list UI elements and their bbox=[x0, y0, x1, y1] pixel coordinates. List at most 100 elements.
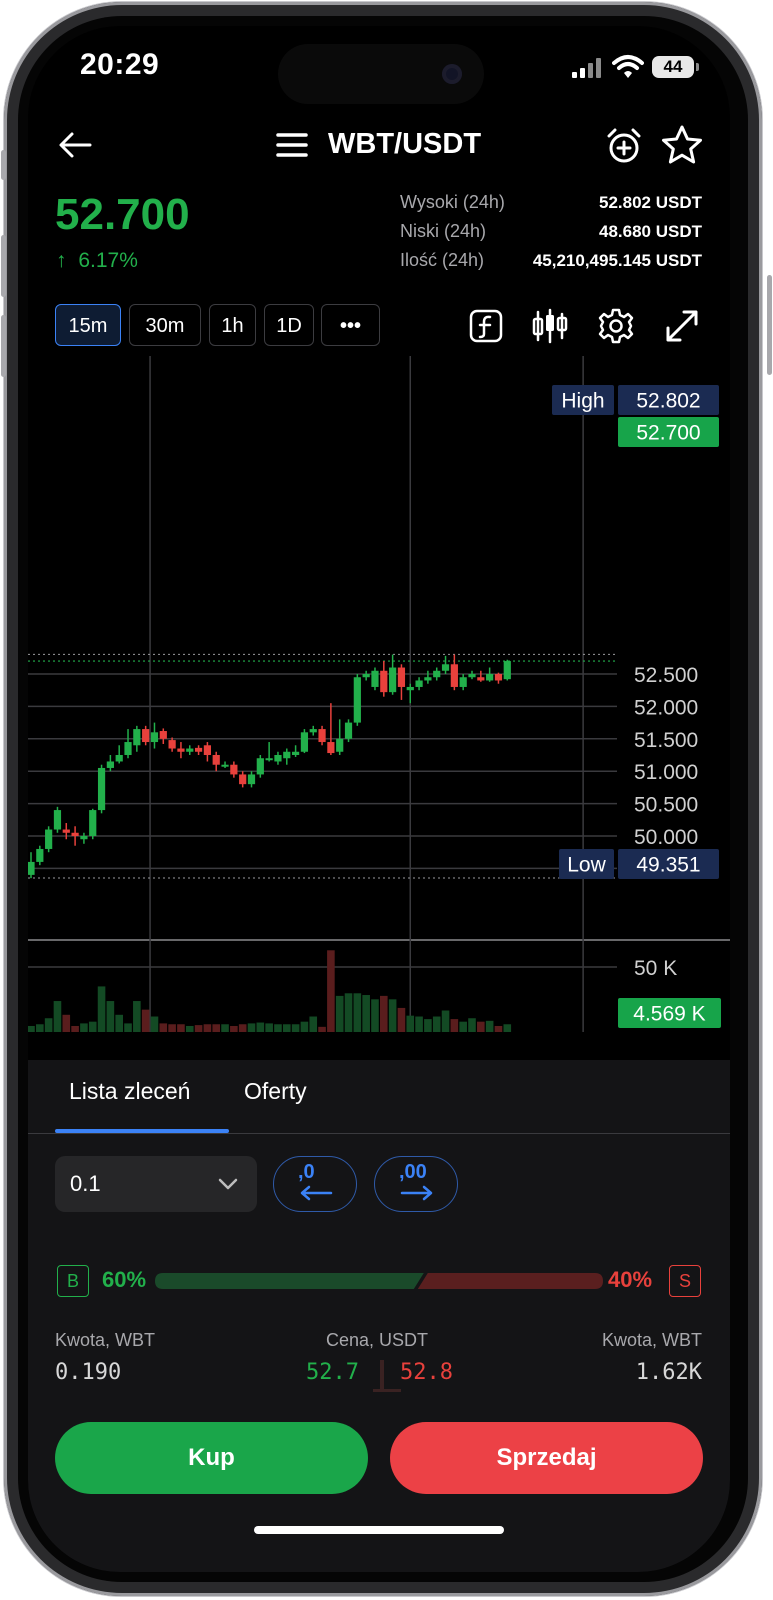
volume-bar bbox=[256, 1022, 265, 1032]
candle-body bbox=[362, 674, 370, 678]
volume-bar bbox=[36, 1024, 44, 1032]
candle-body bbox=[203, 745, 211, 755]
volume-bar bbox=[221, 1024, 229, 1032]
camera-icon bbox=[442, 64, 462, 84]
alarm-add-icon[interactable] bbox=[604, 126, 644, 166]
favorite-star-icon[interactable] bbox=[660, 124, 704, 166]
volume-bar bbox=[115, 1014, 123, 1032]
buy-button[interactable]: Kup bbox=[55, 1422, 368, 1494]
bid-price[interactable]: 52.7 bbox=[306, 1360, 359, 1385]
candle-body bbox=[336, 738, 344, 752]
y-tick-label: 51.000 bbox=[634, 761, 698, 784]
candle-body bbox=[494, 674, 503, 681]
volume-bar bbox=[335, 995, 344, 1032]
volume-bar bbox=[194, 1025, 203, 1032]
candle-body bbox=[124, 742, 132, 755]
settings-gear-icon[interactable] bbox=[596, 306, 636, 346]
volume-bar bbox=[380, 995, 388, 1032]
stat-high-label: Wysoki (24h) bbox=[400, 192, 505, 212]
volume-bar bbox=[485, 1020, 494, 1032]
decrease-decimals-label: ,0 bbox=[298, 1161, 315, 1183]
fullscreen-expand-icon[interactable] bbox=[662, 306, 702, 346]
buy-ratio-fill bbox=[155, 1273, 424, 1289]
volume-bar bbox=[406, 1015, 415, 1032]
candle-body bbox=[142, 729, 150, 743]
candle-body bbox=[239, 774, 247, 785]
volume-bar bbox=[309, 1016, 318, 1032]
timeframe-1h[interactable]: 1h bbox=[209, 304, 256, 346]
candle-body bbox=[177, 748, 185, 752]
candle-body bbox=[194, 747, 203, 752]
indicator-function-icon[interactable] bbox=[466, 306, 506, 346]
volume-bar bbox=[44, 1018, 53, 1032]
volume-bar bbox=[265, 1023, 273, 1032]
price-step-value: 0.1 bbox=[70, 1171, 101, 1196]
volume-bar bbox=[459, 1021, 467, 1032]
ask-price[interactable]: 52.8 bbox=[400, 1360, 453, 1385]
app-screen: 20:29 44 WBT/USDT 52.700 ↑ 6.17% Wysoki … bbox=[28, 26, 730, 1572]
candle-body bbox=[441, 664, 450, 671]
low-label-bg bbox=[559, 849, 614, 879]
cellular-signal-icon bbox=[572, 58, 604, 78]
action-button bbox=[1, 150, 6, 180]
volume-bar bbox=[106, 1001, 115, 1032]
candle-body bbox=[450, 664, 458, 687]
candle-body bbox=[433, 670, 441, 678]
volume-bar bbox=[327, 950, 335, 1032]
candle-body bbox=[28, 861, 35, 875]
candlestick-chart-svg[interactable]: 52.50052.00051.50051.00050.50050.00049.5… bbox=[28, 356, 730, 1073]
last-price: 52.700 bbox=[55, 190, 190, 239]
back-arrow-icon[interactable] bbox=[58, 130, 92, 160]
candle-body bbox=[265, 758, 273, 761]
volume-bar bbox=[53, 1001, 62, 1032]
volume-bar bbox=[203, 1024, 212, 1032]
candles bbox=[28, 654, 511, 879]
sell-button[interactable]: Sprzedaj bbox=[390, 1422, 703, 1494]
candle-body bbox=[397, 667, 406, 687]
col-head-bid-amount: Kwota, WBT bbox=[55, 1330, 156, 1350]
home-indicator[interactable] bbox=[254, 1526, 504, 1534]
y-tick-label: 51.500 bbox=[634, 729, 698, 752]
candle-body bbox=[486, 674, 494, 681]
tab-order-book[interactable]: Lista zleceń bbox=[69, 1078, 191, 1104]
volume-bar bbox=[238, 1024, 247, 1032]
buy-sell-ratio-bar bbox=[155, 1273, 603, 1289]
arrow-up-icon: ↑ bbox=[56, 249, 67, 272]
candle-body bbox=[36, 848, 44, 862]
volume-bar bbox=[159, 1023, 168, 1032]
timeframe-15m[interactable]: 15m bbox=[55, 304, 121, 346]
candle-body bbox=[459, 677, 467, 687]
pair-title[interactable]: WBT/USDT bbox=[328, 128, 482, 160]
candlestick-type-icon[interactable] bbox=[530, 306, 570, 346]
candle-body bbox=[256, 758, 264, 775]
chevron-down-icon bbox=[218, 1178, 238, 1190]
candle-body bbox=[274, 755, 282, 762]
tab-offers[interactable]: Oferty bbox=[244, 1078, 307, 1104]
volume-bar bbox=[371, 999, 379, 1032]
power-button bbox=[767, 275, 772, 375]
volume-bar bbox=[230, 1025, 238, 1032]
volume-bars bbox=[28, 950, 512, 1032]
menu-icon[interactable] bbox=[276, 132, 308, 158]
high-value-label-bg bbox=[618, 385, 719, 415]
price-chart[interactable]: 52.50052.00051.50051.00050.50050.00049.5… bbox=[28, 356, 730, 1073]
candle-body bbox=[344, 722, 353, 739]
order-panel: Lista zleceń Oferty 0.1 ,0 ,00 B 60% bbox=[28, 1060, 730, 1572]
candle-body bbox=[230, 764, 238, 775]
decrease-decimals-button[interactable]: ,0 bbox=[273, 1156, 357, 1212]
candle-body bbox=[45, 829, 53, 849]
price-step-select[interactable]: 0.1 bbox=[55, 1156, 257, 1212]
candle-body bbox=[292, 751, 300, 755]
volume-bar bbox=[397, 1007, 406, 1032]
candle-body bbox=[53, 810, 62, 830]
timeframe-30m[interactable]: 30m bbox=[129, 304, 201, 346]
y-tick-label: 50.500 bbox=[634, 794, 698, 817]
volume-bar bbox=[353, 993, 362, 1032]
status-time: 20:29 bbox=[80, 48, 160, 81]
timeframe-1d[interactable]: 1D bbox=[264, 304, 314, 346]
price-change-value: 6.17% bbox=[78, 249, 138, 272]
timeframe-more[interactable]: ••• bbox=[321, 304, 380, 346]
increase-decimals-button[interactable]: ,00 bbox=[374, 1156, 458, 1212]
candle-body bbox=[71, 832, 79, 836]
y-tick-label: 50.000 bbox=[634, 826, 698, 849]
